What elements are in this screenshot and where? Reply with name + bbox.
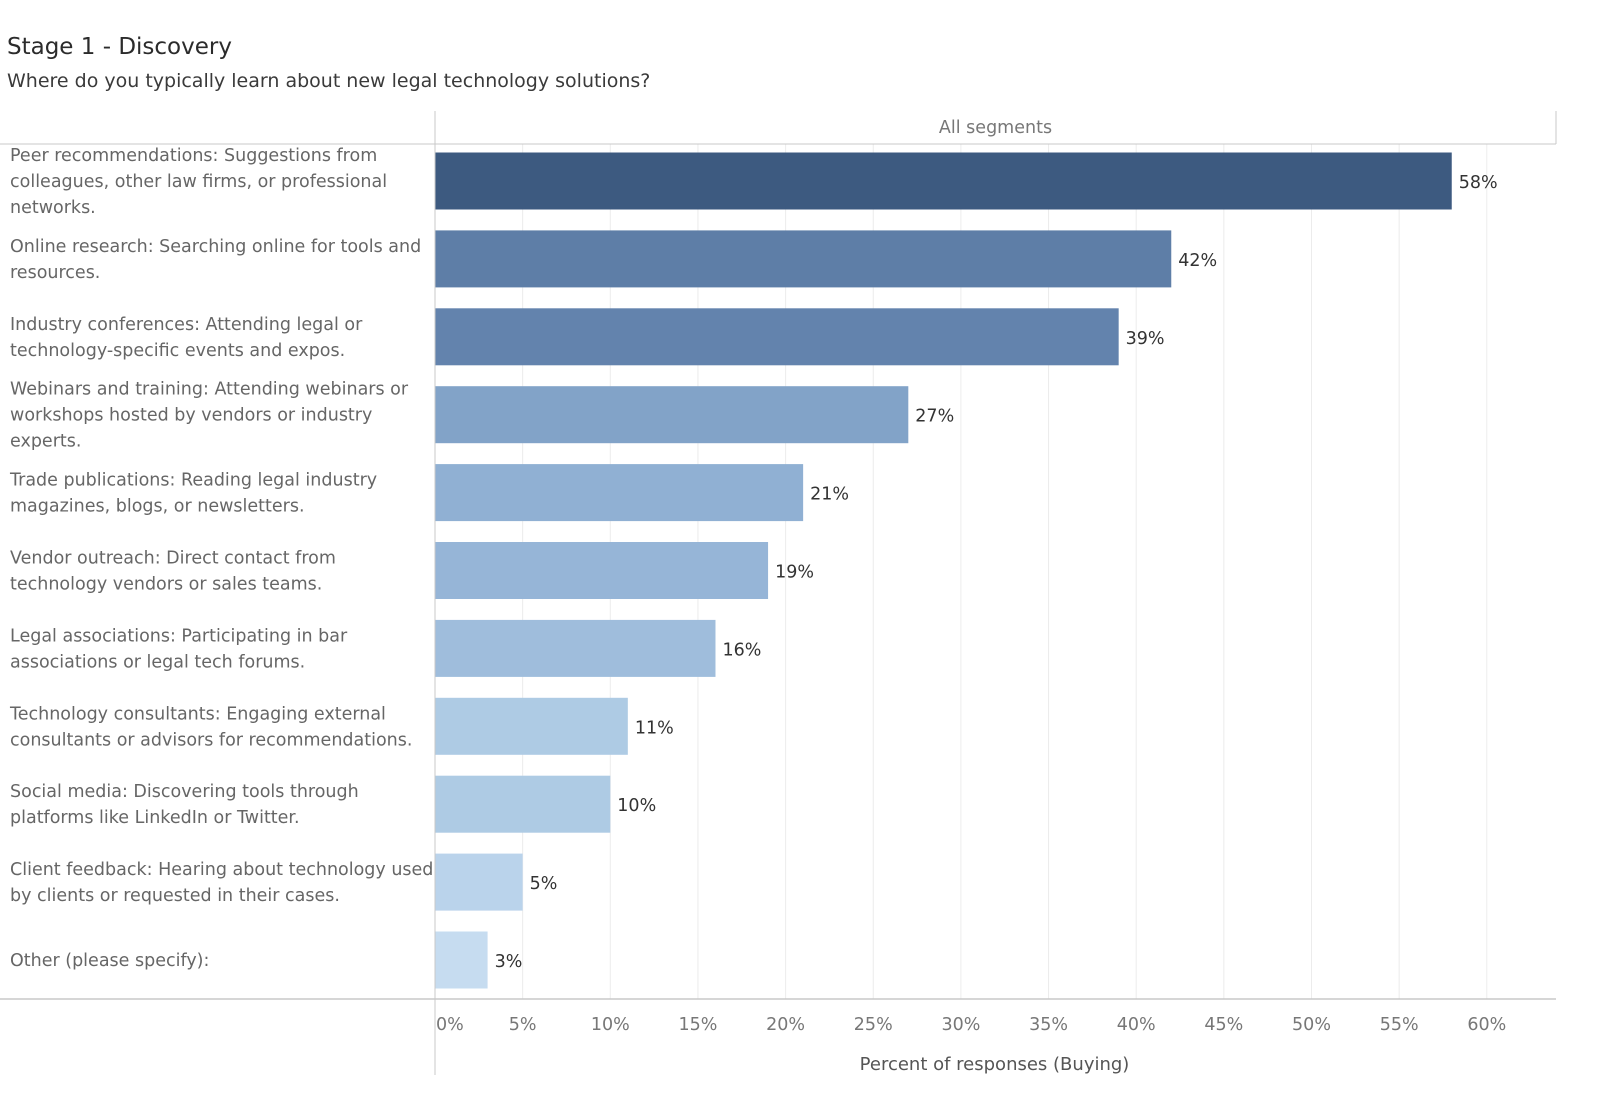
category-label: Trade publications: Reading legal indust… — [9, 471, 377, 517]
bar — [435, 619, 716, 677]
chart-title: Stage 1 - Discovery — [7, 34, 232, 60]
category-label: Peer recommendations: Suggestions from co… — [10, 146, 387, 218]
value-label: 58% — [1459, 173, 1498, 193]
bar — [435, 542, 769, 599]
x-tick-label: 35% — [1029, 1015, 1068, 1035]
category-label-line: magazines, blogs, or newsletters. — [10, 497, 305, 517]
value-label: 5% — [530, 874, 558, 894]
value-label: 10% — [617, 796, 656, 816]
category-label: Online research: Searching online for to… — [10, 237, 421, 283]
category-label-line: consultants or advisors for recommendati… — [10, 730, 412, 750]
bar — [435, 853, 523, 911]
value-label: 19% — [775, 563, 814, 583]
chart-subtitle: Where do you typically learn about new l… — [7, 70, 651, 92]
bar — [435, 464, 804, 522]
category-label-line: Industry conferences: Attending legal or — [10, 315, 363, 335]
column-header: All segments — [939, 118, 1052, 138]
category-label-line: technology-specific events and expos. — [10, 341, 345, 361]
bar — [435, 697, 628, 755]
category-label-line: technology vendors or sales teams. — [10, 575, 322, 595]
x-tick-label: 25% — [854, 1015, 893, 1035]
x-tick-label: 50% — [1292, 1015, 1331, 1035]
x-tick-label: 20% — [766, 1015, 805, 1035]
category-label-line: resources. — [10, 263, 100, 283]
category-label-line: Webinars and training: Attending webinar… — [10, 380, 409, 400]
bar — [435, 775, 611, 833]
value-label: 11% — [635, 718, 674, 738]
category-label-line: platforms like LinkedIn or Twitter. — [10, 808, 300, 828]
value-labels: 58% 42% 39% 27% 21% 19% 16% 11% 10% 5% 3% — [495, 173, 1498, 972]
category-label-line: Peer recommendations: Suggestions from — [10, 146, 377, 166]
category-label-line: Other (please specify): — [10, 951, 209, 971]
bar — [435, 386, 909, 444]
x-tick-label: 15% — [678, 1015, 717, 1035]
x-tick-label: 55% — [1380, 1015, 1419, 1035]
category-label: Vendor outreach: Direct contact from tech… — [10, 549, 336, 595]
x-tick-label: 0% — [436, 1015, 464, 1035]
category-label-line: experts. — [10, 432, 81, 452]
category-label: Client feedback: Hearing about technolog… — [10, 860, 433, 906]
category-label-line: associations or legal tech forums. — [10, 652, 305, 672]
category-label: Other (please specify): — [10, 951, 209, 971]
category-label-line: workshops hosted by vendors or industry — [10, 406, 372, 426]
category-label-line: networks. — [10, 198, 96, 218]
category-label-line: Client feedback: Hearing about technolog… — [10, 860, 433, 880]
bar — [435, 230, 1172, 288]
chart-frame — [0, 111, 1557, 1075]
bar — [435, 931, 488, 989]
x-axis-ticks: 0% 5% 10% 15% 20% 25% 30% 35% 40% 45% 50% 55% 60% — [436, 1015, 1506, 1035]
x-tick-label: 40% — [1117, 1015, 1156, 1035]
category-label-line: Vendor outreach: Direct contact from — [10, 549, 336, 569]
category-label-line: Legal associations: Participating in bar — [10, 626, 348, 646]
value-label: 3% — [495, 952, 523, 972]
value-label: 27% — [915, 407, 954, 427]
category-label-line: Online research: Searching online for to… — [10, 237, 421, 257]
bars — [435, 152, 1452, 989]
category-label-line: colleagues, other law firms, or professi… — [10, 172, 387, 192]
category-label-line: Social media: Discovering tools through — [10, 782, 359, 802]
category-label-line: Technology consultants: Engaging externa… — [9, 704, 386, 724]
x-axis-title: Percent of responses (Buying) — [860, 1054, 1130, 1075]
category-label-line: Trade publications: Reading legal indust… — [9, 471, 377, 491]
bar — [435, 308, 1119, 366]
x-tick-label: 10% — [591, 1015, 630, 1035]
value-label: 21% — [810, 485, 849, 505]
x-tick-label: 30% — [941, 1015, 980, 1035]
x-tick-label: 60% — [1467, 1015, 1506, 1035]
category-label: Webinars and training: Attending webinar… — [10, 380, 409, 452]
value-label: 42% — [1178, 251, 1217, 271]
x-tick-label: 45% — [1204, 1015, 1243, 1035]
category-label: Technology consultants: Engaging externa… — [9, 704, 412, 750]
category-label: Industry conferences: Attending legal or… — [10, 315, 363, 361]
category-label-line: by clients or requested in their cases. — [10, 886, 340, 906]
value-label: 39% — [1126, 329, 1165, 349]
category-label: Legal associations: Participating in bar… — [10, 626, 348, 672]
x-tick-label: 5% — [509, 1015, 537, 1035]
value-label: 16% — [722, 640, 761, 660]
category-label: Social media: Discovering tools through p… — [10, 782, 359, 828]
category-labels: Peer recommendations: Suggestions from co… — [9, 146, 433, 971]
bar — [435, 152, 1452, 210]
